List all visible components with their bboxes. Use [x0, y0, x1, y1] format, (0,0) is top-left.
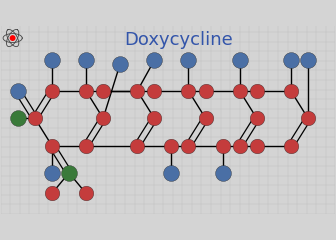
Point [83, 144, 89, 148]
Point [32, 116, 38, 120]
Point [66, 171, 72, 175]
Point [237, 89, 242, 93]
Point [152, 116, 157, 120]
Text: Doxycycline: Doxycycline [124, 31, 233, 49]
Point [169, 144, 174, 148]
Point [49, 58, 54, 62]
Point [100, 89, 106, 93]
Point [83, 58, 89, 62]
Point [49, 192, 54, 195]
Point [100, 116, 106, 120]
Point [118, 62, 123, 66]
Point [254, 116, 259, 120]
Point [288, 144, 294, 148]
Point [203, 116, 208, 120]
Point [49, 89, 54, 93]
Point [254, 144, 259, 148]
Point [15, 116, 20, 120]
Point [237, 144, 242, 148]
Point [203, 89, 208, 93]
Point [49, 171, 54, 175]
Point [288, 58, 294, 62]
Point [15, 89, 20, 93]
Point [237, 58, 242, 62]
Point [305, 116, 311, 120]
Point [152, 89, 157, 93]
Point [220, 171, 225, 175]
Point [288, 89, 294, 93]
Point [305, 58, 311, 62]
Point [83, 192, 89, 195]
Point [135, 144, 140, 148]
Point [152, 58, 157, 62]
Point [135, 89, 140, 93]
Point [254, 89, 259, 93]
Point [169, 171, 174, 175]
Point [186, 144, 191, 148]
Point [83, 89, 89, 93]
Point [10, 36, 15, 40]
Point [186, 89, 191, 93]
Point [49, 144, 54, 148]
Point [186, 58, 191, 62]
Point [220, 144, 225, 148]
